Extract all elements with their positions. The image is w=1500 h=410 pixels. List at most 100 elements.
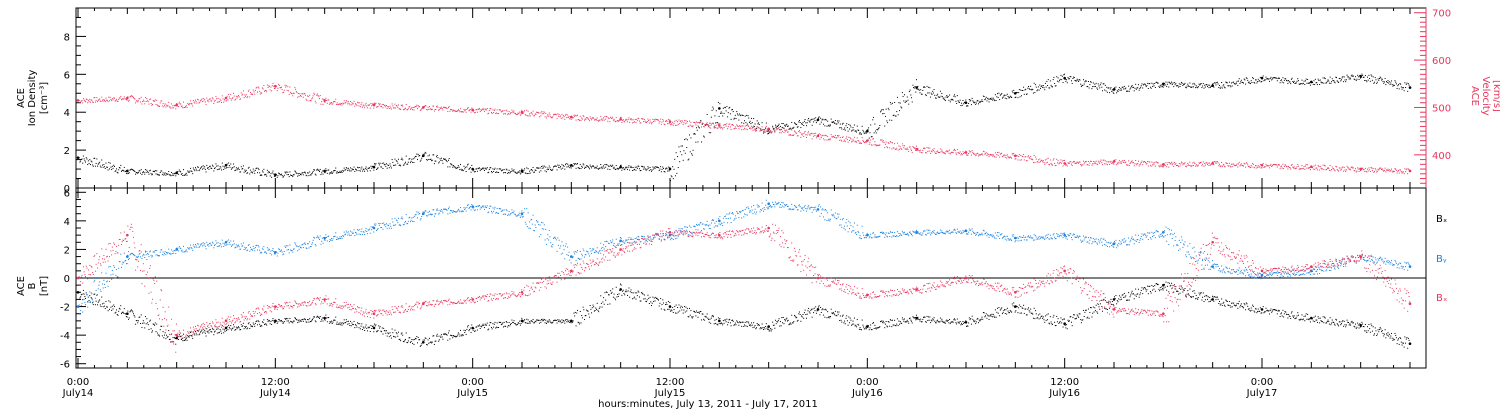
data-trace-dot [846,136,848,138]
data-trace-dot [677,121,679,123]
data-trace-dot [631,170,633,172]
data-trace-dot [412,109,414,111]
data-trace-dot [1047,85,1049,87]
data-trace-dot [1135,83,1137,85]
data-trace-dot [164,332,166,334]
data-trace-dot [1145,84,1147,86]
data-trace-dot [639,170,641,172]
data-trace-dot [887,122,889,124]
data-trace-dot [1085,161,1087,163]
data-trace-dot [458,333,460,335]
data-trace-dot [347,167,349,169]
data-trace-dot [713,126,715,128]
data-trace-dot [1094,83,1096,85]
data-trace-dot [502,172,504,174]
data-trace-dot [795,124,797,126]
data-trace-dot [402,164,404,166]
data-trace-dot [964,152,966,154]
data-trace-dot [1333,81,1335,83]
data-trace-dot [846,127,848,129]
data-trace-dot [636,166,638,168]
data-trace-dot [1145,163,1147,165]
data-trace-dot [486,322,488,324]
data-trace-dot [191,171,193,173]
data-trace-dot [1168,81,1170,83]
data-trace-dot [865,131,867,133]
data-trace-dot [822,138,824,140]
data-trace-dot [163,173,165,175]
data-trace-dot [988,156,990,158]
data-trace-dot [860,142,862,144]
data-trace-dot [647,118,649,120]
data-trace-dot [709,125,711,127]
data-trace-dot [442,162,444,164]
data-trace-dot [309,321,311,323]
data-trace-dot [993,155,995,157]
data-trace-dot [342,322,344,324]
data-trace-dot [396,333,398,335]
data-trace-dot [865,132,867,134]
data-trace-dot [1128,164,1130,166]
data-trace-dot [446,108,448,110]
data-trace-dot [549,114,551,116]
data-trace-dot [423,341,425,343]
data-trace-dot [384,330,386,332]
data-trace-dot [102,100,104,102]
data-trace-dot [1300,168,1302,170]
data-trace-dot [94,165,96,167]
data-trace-dot [260,92,262,94]
data-trace-dot [1333,168,1335,170]
data-trace-dot [202,97,204,99]
data-trace-dot [559,167,561,169]
data-trace-dot [311,173,313,175]
data-trace-dot [1035,84,1037,86]
data-trace-dot [699,121,701,123]
data-trace-dot [1130,87,1132,89]
data-trace-dot [897,149,899,151]
data-trace-dot [825,119,827,121]
data-trace-dot [733,128,735,130]
data-trace-dot [394,329,396,331]
data-trace-dot [607,120,609,122]
data-trace-dot [638,120,640,122]
data-trace-dot [645,169,647,171]
data-trace-dot [512,170,514,172]
data-trace-dot [755,127,757,129]
data-trace-dot [596,167,597,169]
data-trace-dot [684,123,686,125]
data-trace-dot [695,124,697,126]
data-trace-dot [1281,165,1283,167]
data-trace-dot [442,338,444,340]
data-trace-dot [247,323,249,325]
data-trace-dot [703,136,705,138]
data-trace-dot [508,110,510,112]
data-trace-dot [1059,79,1061,81]
data-trace-dot [1252,77,1254,79]
data-trace-dot [87,160,89,162]
data-trace-dot [865,140,867,142]
data-trace-dot [342,170,344,172]
data-trace-dot [1379,76,1381,78]
data-trace-dot [517,171,519,173]
data-trace-dot [529,113,531,115]
data-trace-dot [497,326,499,328]
data-trace-dot [235,98,237,100]
data-trace-dot [261,92,263,94]
data-trace-dot [85,161,87,163]
data-trace-dot [1311,166,1313,168]
data-trace-dot [739,125,741,127]
data-trace-dot [1115,86,1117,88]
data-trace-dot [765,125,767,127]
data-trace-dot [1263,80,1265,82]
data-trace-dot [1307,82,1309,84]
data-point [372,103,376,107]
data-trace-dot [1228,162,1230,164]
data-trace-dot [310,321,312,323]
data-trace-dot [1221,166,1223,168]
data-trace-dot [633,121,635,123]
data-trace-dot [1048,87,1050,89]
data-trace-dot [1071,82,1073,84]
data-trace-dot [445,160,447,162]
data-trace-dot [165,106,167,108]
data-trace-dot [161,170,163,172]
